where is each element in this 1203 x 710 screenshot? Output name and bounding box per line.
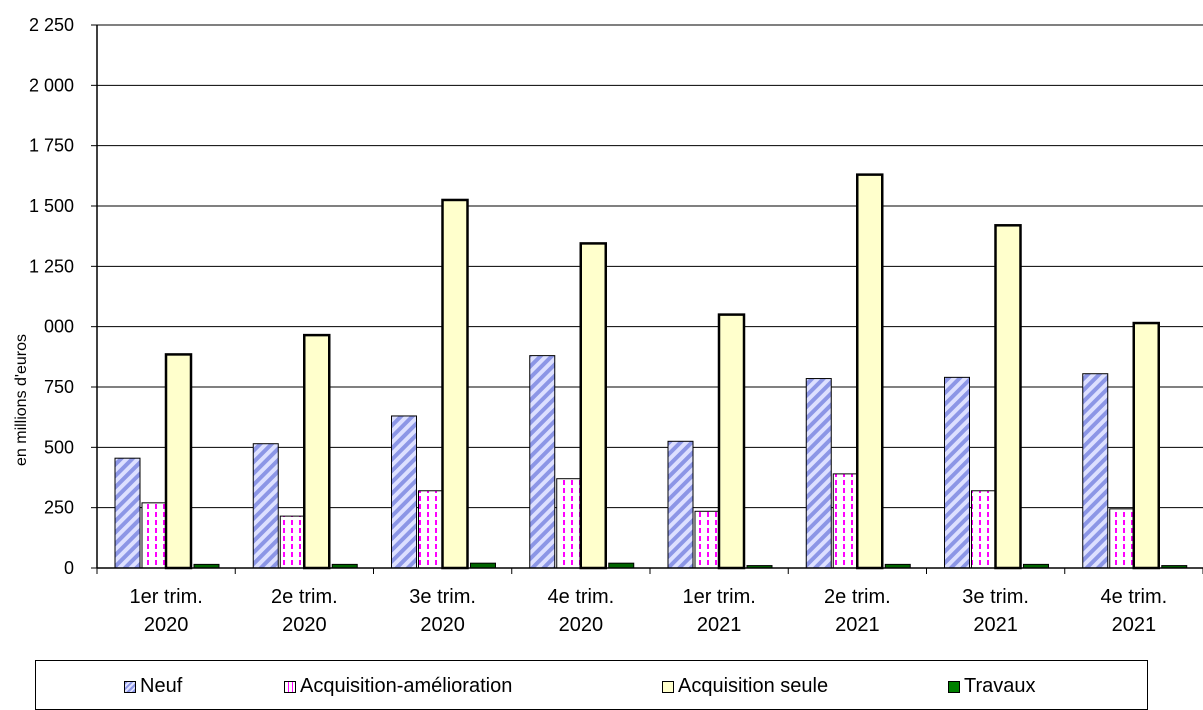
gridlines [97, 24, 1203, 569]
y-axis-ticks: 0 250 500 750 000 1 250 1 500 1 750 2 000 2 250 [29, 15, 98, 578]
y-tick-label: 0 [64, 558, 74, 578]
x-tick-label: 1er trim. [682, 586, 755, 608]
bar-neuf [1082, 373, 1109, 569]
x-tick-label: 2020 [144, 614, 189, 636]
legend-label: Travaux [964, 675, 1036, 697]
bar-acquisition-seule [717, 313, 746, 570]
bar-acquisition-amelioration [971, 490, 997, 569]
acquisition-seule-swatch-icon [662, 680, 674, 693]
y-tick-label: 1 500 [29, 196, 74, 216]
bar-neuf [114, 457, 141, 569]
bar-acquisition-amelioration [694, 510, 721, 569]
legend-item-travaux: Travaux [948, 675, 1036, 698]
y-tick-label: 750 [44, 377, 74, 397]
bar-acquisition-seule [164, 353, 193, 570]
bar-chart: 0 250 500 750 000 1 250 1 500 1 750 2 000 2 250 1… [13, 15, 1203, 636]
travaux-swatch-icon [948, 680, 960, 693]
legend-label: Neuf [140, 675, 183, 697]
legend-item-acquisition-seule: Acquisition seule [662, 675, 828, 698]
bar-acquisition-amelioration [556, 478, 583, 569]
bar-neuf [667, 440, 694, 569]
y-tick-label: 2 250 [29, 15, 74, 35]
legend-label: Acquisition seule [678, 675, 829, 697]
bar-neuf [391, 415, 417, 569]
x-tick-label: 3e trim. [962, 586, 1029, 608]
bar-acquisition-seule [441, 198, 469, 570]
bar-acquisition-seule [994, 224, 1022, 570]
neuf-swatch-icon [124, 680, 136, 693]
y-tick-label: 000 [44, 317, 74, 337]
x-tick-label: 2020 [420, 614, 465, 636]
y-axis-label: en millions d'euros [13, 334, 30, 466]
bar-acquisition-amelioration [279, 515, 306, 569]
bar-neuf [944, 376, 970, 569]
bar-acquisition-seule [579, 242, 607, 570]
bars [114, 173, 1188, 570]
x-tick-label: 4e trim. [1101, 586, 1168, 608]
x-tick-label: 4e trim. [548, 586, 615, 608]
y-tick-label: 2 000 [29, 75, 74, 95]
bar-acquisition-amelioration [1109, 508, 1136, 569]
bar-acquisition-amelioration [141, 502, 168, 569]
bar-acquisition-seule [303, 333, 331, 570]
bar-acquisition-seule [856, 173, 884, 570]
x-tick-label: 2e trim. [271, 586, 338, 608]
x-tick-label: 2021 [835, 614, 880, 636]
x-tick-label: 2021 [1112, 614, 1157, 636]
bar-neuf [252, 443, 279, 569]
legend-label: Acquisition-amélioration [300, 675, 513, 697]
x-axis-ticks: 1er trim. 2020 2e trim. 2020 3e trim. 2020 4e … [96, 567, 1203, 636]
legend-item-neuf: Neuf [124, 675, 182, 698]
acquisition-amelioration-swatch-icon [284, 680, 296, 693]
x-tick-label: 2020 [559, 614, 604, 636]
x-tick-label: 2e trim. [824, 586, 891, 608]
x-tick-label: 2021 [973, 614, 1018, 636]
legend-item-acquisition-amelioration: Acquisition-amélioration [284, 675, 512, 698]
y-tick-label: 1 250 [29, 256, 74, 276]
x-tick-label: 3e trim. [409, 586, 476, 608]
x-tick-label: 2020 [282, 614, 327, 636]
bar-acquisition-amelioration [832, 473, 859, 569]
x-tick-label: 1er trim. [129, 586, 202, 608]
bar-acquisition-amelioration [418, 490, 444, 569]
y-tick-label: 500 [44, 437, 74, 457]
y-tick-label: 1 750 [29, 136, 74, 156]
legend: Neuf Acquisition-amélioration Acquisitio… [35, 660, 1148, 710]
y-tick-label: 250 [44, 498, 74, 518]
x-tick-label: 2021 [697, 614, 742, 636]
bar-acquisition-seule [1132, 321, 1160, 570]
bar-neuf [805, 378, 832, 569]
bar-neuf [529, 355, 556, 569]
